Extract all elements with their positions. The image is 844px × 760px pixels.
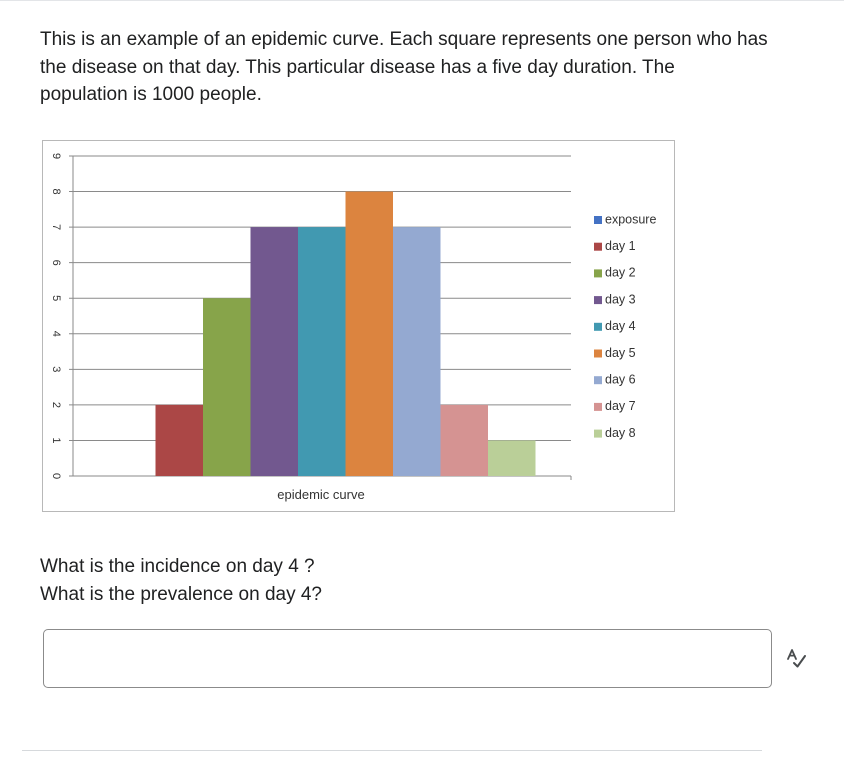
axes: 0 1 2 3 4 5 6 7 8 9 <box>50 153 572 480</box>
question-line-3: population is 1000 people. <box>40 84 262 105</box>
legend-label: day 8 <box>605 426 636 440</box>
top-divider <box>0 0 844 1</box>
legend-swatch-day-7 <box>594 402 602 411</box>
answer-input[interactable] <box>43 629 772 688</box>
spellcheck-icon[interactable] <box>785 647 807 669</box>
y-tick-label: 0 <box>50 473 62 479</box>
question-line-1: This is an example of an epidemic curve.… <box>40 29 768 50</box>
bar-day-1 <box>155 404 203 476</box>
legend-swatch-day-8 <box>594 429 602 438</box>
legend-label: exposure <box>605 212 656 226</box>
question-line-2: the disease on that day. This particular… <box>40 56 675 78</box>
legend-swatch-day-5 <box>594 349 602 358</box>
legend-swatch-day-1 <box>594 242 602 251</box>
follow-up-questions: What is the incidence on day 4 ? What is… <box>40 553 322 609</box>
bar-day-8 <box>488 440 536 476</box>
legend-swatch-exposure <box>594 216 602 224</box>
bar-day-5 <box>345 191 393 477</box>
y-tick-label: 4 <box>50 331 62 337</box>
follow-up-line-2: What is the prevalence on day 4? <box>40 584 323 605</box>
bar-day-6 <box>393 227 441 476</box>
y-tick-label: 1 <box>50 437 62 443</box>
y-tick-label: 5 <box>50 295 62 301</box>
y-tick-label: 8 <box>50 188 62 194</box>
y-tick-label: 2 <box>50 402 62 408</box>
bar-day-7 <box>440 404 488 476</box>
legend-label: day 6 <box>605 372 636 386</box>
legend-label: day 3 <box>605 292 636 306</box>
legend-label: day 5 <box>605 346 636 360</box>
chart-canvas: 0 1 2 3 4 5 6 7 8 9 exposure day 1 day 2 day 3 day 4 d… <box>50 153 656 502</box>
legend-swatch-day-3 <box>594 296 602 305</box>
spellcheck-icon-glyph <box>787 649 806 668</box>
y-tick-label: 9 <box>50 153 62 159</box>
y-tick-label: 3 <box>50 366 62 372</box>
legend-swatch-day-2 <box>594 269 602 278</box>
question-text: This is an example of an epidemic curve.… <box>40 26 780 109</box>
bars <box>155 191 536 477</box>
epidemic-curve-chart: 0 1 2 3 4 5 6 7 8 9 exposure day 1 day 2 day 3 day 4 d… <box>42 140 675 512</box>
bottom-divider <box>22 750 762 751</box>
bar-day-3 <box>250 227 298 476</box>
x-axis-label: epidemic curve <box>277 487 364 502</box>
legend-swatch-day-6 <box>594 376 602 385</box>
bar-day-2 <box>203 298 251 476</box>
legend-label: day 1 <box>605 239 636 253</box>
y-tick-label: 6 <box>50 260 62 266</box>
legend-label: day 2 <box>605 266 636 280</box>
legend-swatch-day-4 <box>594 322 602 331</box>
follow-up-line-1: What is the incidence on day 4 ? <box>40 556 315 577</box>
legend-label: day 4 <box>605 319 636 333</box>
bar-day-4 <box>298 227 346 476</box>
legend: exposure day 1 day 2 day 3 day 4 day 5 day 6 da… <box>594 212 656 440</box>
y-tick-label: 7 <box>50 224 62 230</box>
legend-label: day 7 <box>605 399 636 413</box>
